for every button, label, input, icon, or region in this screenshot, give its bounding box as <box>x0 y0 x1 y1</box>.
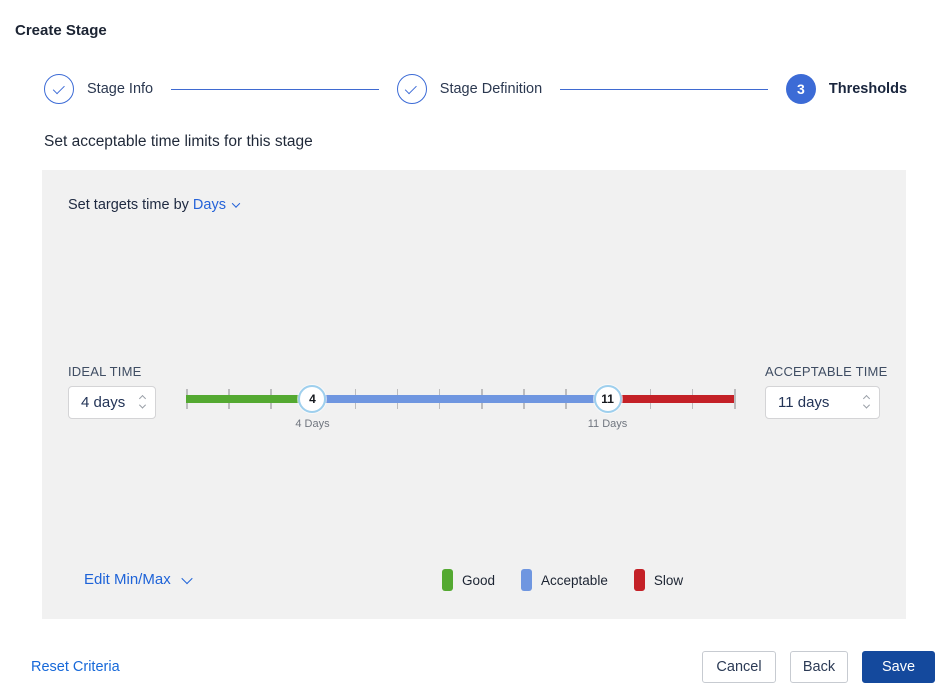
stepper: Stage Info Stage Definition 3 Thresholds <box>44 74 907 104</box>
acceptable-swatch <box>521 569 533 591</box>
slider-legend: Good Acceptable Slow <box>442 569 683 591</box>
time-slider: 4 4 Days 11 11 Days <box>186 365 736 440</box>
step-thresholds[interactable]: 3 Thresholds <box>785 74 908 104</box>
ideal-time-value: 4 days <box>81 394 126 411</box>
time-unit-dropdown[interactable]: Days <box>192 197 241 213</box>
check-icon <box>405 82 418 95</box>
step-complete-circle <box>396 74 427 104</box>
step-label: Stage Definition <box>439 81 543 97</box>
slow-swatch <box>633 569 645 591</box>
save-button[interactable]: Save <box>862 651 935 683</box>
thresholds-panel: Set targets time by Days IDEAL TIME 4 da… <box>42 170 906 619</box>
check-icon <box>52 82 65 95</box>
step-active-circle: 3 <box>785 74 816 104</box>
target-time-prefix: Set targets time by <box>68 197 189 213</box>
section-heading: Set acceptable time limits for this stag… <box>44 133 313 150</box>
step-label: Stage Info <box>87 81 154 97</box>
legend-item-good: Good <box>442 569 495 591</box>
ideal-handle[interactable]: 4 <box>298 385 327 413</box>
step-connector-line <box>560 88 768 90</box>
back-button[interactable]: Back <box>790 651 848 683</box>
acceptable-time-value: 11 days <box>778 394 830 411</box>
page-title: Create Stage <box>15 22 107 39</box>
chevron-down-icon <box>181 572 193 584</box>
ideal-time-label: IDEAL TIME <box>68 364 142 379</box>
acceptable-time-spinner[interactable] <box>862 394 871 411</box>
reset-criteria-link[interactable]: Reset Criteria <box>31 659 120 675</box>
acceptable-handle-label: 11 Days <box>587 418 628 430</box>
footer-buttons: Cancel Back Save <box>702 651 935 683</box>
step-label: Thresholds <box>828 81 908 97</box>
ideal-time-input[interactable]: 4 days <box>68 386 156 419</box>
step-stage-info[interactable]: Stage Info <box>44 74 153 104</box>
good-segment <box>186 395 313 403</box>
good-swatch <box>442 569 453 591</box>
target-time-row: Set targets time by Days <box>68 197 241 213</box>
legend-item-acceptable: Acceptable <box>521 569 608 591</box>
acceptable-time-input[interactable]: 11 days <box>765 386 880 419</box>
step-connector-line <box>171 88 379 90</box>
chevron-down-icon <box>862 401 871 409</box>
time-unit-value: Days <box>192 197 226 213</box>
chevron-down-icon <box>231 199 241 208</box>
acceptable-handle[interactable]: 11 <box>593 385 622 413</box>
legend-label: Acceptable <box>541 572 608 588</box>
cancel-button[interactable]: Cancel <box>702 651 776 683</box>
edit-minmax-link[interactable]: Edit Min/Max <box>84 571 193 588</box>
slider-tick <box>734 389 736 409</box>
edit-minmax-label: Edit Min/Max <box>84 571 171 588</box>
chevron-down-icon <box>138 401 147 409</box>
legend-label: Good <box>462 572 496 588</box>
legend-label: Slow <box>653 572 684 588</box>
step-complete-circle <box>44 74 74 104</box>
ideal-time-spinner[interactable] <box>138 394 147 411</box>
slow-segment <box>607 395 734 403</box>
acceptable-segment <box>312 395 608 403</box>
legend-item-slow: Slow <box>633 569 684 591</box>
step-stage-definition[interactable]: Stage Definition <box>396 74 543 104</box>
ideal-handle-label: 4 Days <box>295 418 330 430</box>
acceptable-time-label: ACCEPTABLE TIME <box>765 364 888 379</box>
